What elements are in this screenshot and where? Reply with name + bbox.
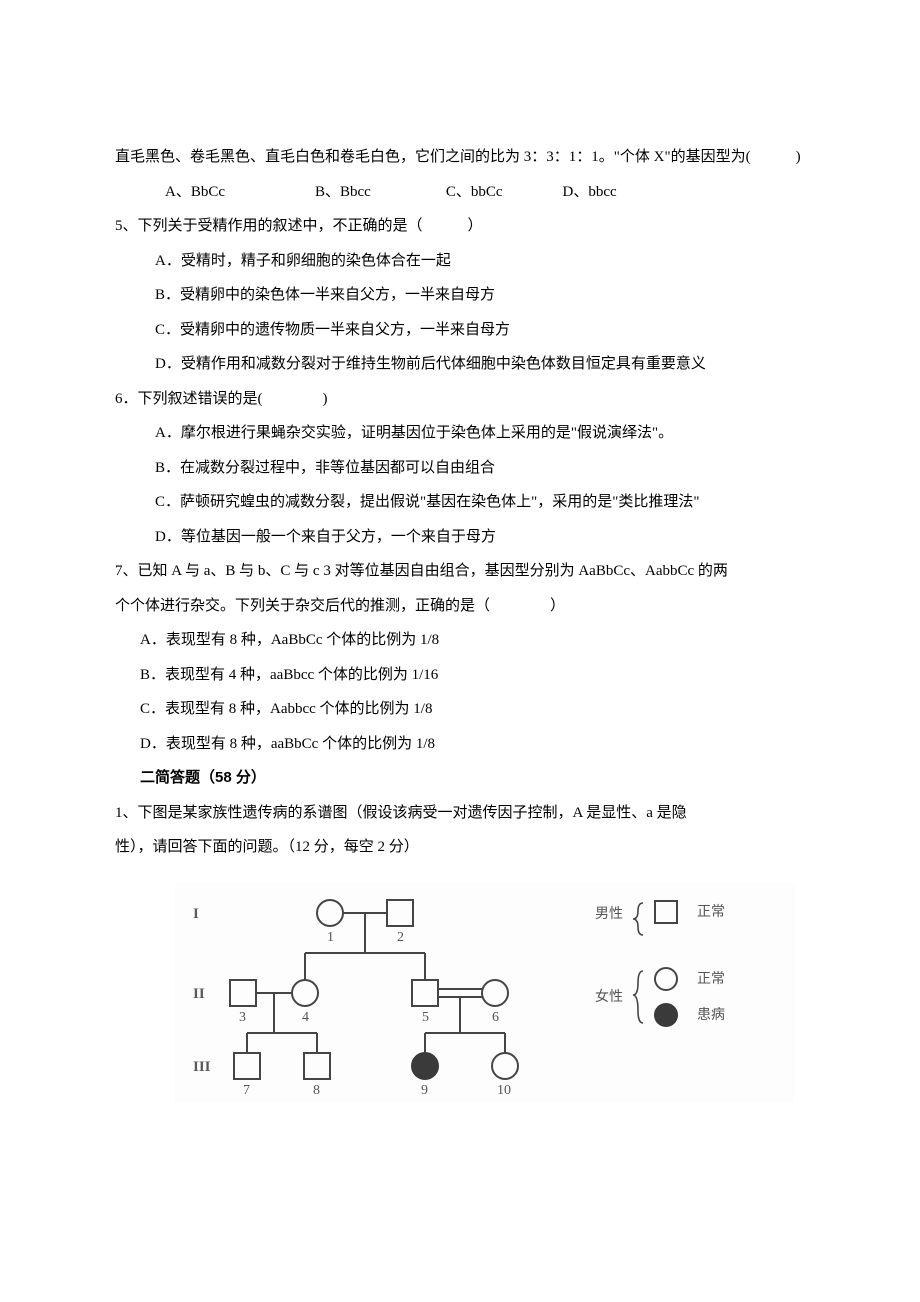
- section-2-header: 二简答题（58 分）: [115, 761, 805, 796]
- legend-affected: 患病: [697, 1007, 725, 1023]
- num-1: 1: [327, 930, 334, 945]
- pedigree-figure: I II III 1 2 3 4 5: [175, 883, 795, 1103]
- q5-option-a: A．受精时，精子和卵细胞的染色体合在一起: [115, 244, 805, 279]
- q7-option-d: D．表现型有 8 种，aaBbCc 个体的比例为 1/8: [115, 727, 805, 762]
- q4-continuation: 直毛黑色、卷毛黑色、直毛白色和卷毛白色，它们之间的比为 3：3：1：1。"个体 …: [115, 140, 805, 175]
- q7-stem-line2: 个个体进行杂交。下列关于杂交后代的推测，正确的是（ ）: [115, 589, 805, 624]
- legend-male-label: 男性: [595, 906, 623, 922]
- q6-option-a: A．摩尔根进行果蝇杂交实验，证明基因位于染色体上采用的是"假说演绎法"。: [115, 416, 805, 451]
- gen-label-3: III: [193, 1059, 211, 1075]
- num-7: 7: [243, 1083, 250, 1098]
- num-2: 2: [397, 930, 404, 945]
- q6-option-c: C．萨顿研究蝗虫的减数分裂，提出假说"基因在染色体上"，采用的是"类比推理法": [115, 485, 805, 520]
- problem1-line1: 1、下图是某家族性遗传病的系谱图（假设该病受一对遗传因子控制，A 是显性、a 是…: [115, 796, 805, 831]
- gen-label-2: II: [193, 986, 205, 1002]
- num-10: 10: [497, 1083, 511, 1098]
- num-9: 9: [421, 1083, 428, 1098]
- legend-normal-1: 正常: [697, 904, 725, 920]
- q5-stem: 5、下列关于受精作用的叙述中，不正确的是（ ）: [115, 209, 805, 244]
- q7-option-c: C．表现型有 8 种，Aabbcc 个体的比例为 1/8: [115, 692, 805, 727]
- node-iii-9: [412, 1053, 438, 1079]
- legend-filled-circle-icon: [655, 1004, 677, 1026]
- q7-option-a: A．表现型有 8 种，AaBbCc 个体的比例为 1/8: [115, 623, 805, 658]
- document-page: 直毛黑色、卷毛黑色、直毛白色和卷毛白色，它们之间的比为 3：3：1：1。"个体 …: [0, 0, 920, 1163]
- gen-label-1: I: [193, 906, 199, 922]
- legend-normal-2: 正常: [697, 971, 725, 987]
- q5-option-d: D．受精作用和减数分裂对于维持生物前后代体细胞中染色体数目恒定具有重要意义: [115, 347, 805, 382]
- legend-female-label: 女性: [595, 988, 623, 1005]
- pedigree-svg: I II III 1 2 3 4 5: [175, 883, 795, 1103]
- q5-option-c: C．受精卵中的遗传物质一半来自父方，一半来自母方: [115, 313, 805, 348]
- q6-option-b: B．在减数分裂过程中，非等位基因都可以自由组合: [115, 451, 805, 486]
- problem1-line2: 性），请回答下面的问题。（12 分，每空 2 分）: [115, 830, 805, 865]
- num-3: 3: [239, 1010, 246, 1025]
- num-5: 5: [422, 1010, 429, 1025]
- q6-stem: 6．下列叙述错误的是( ): [115, 382, 805, 417]
- q7-option-b: B．表现型有 4 种，aaBbcc 个体的比例为 1/16: [115, 658, 805, 693]
- num-8: 8: [313, 1083, 320, 1098]
- q7-stem-line1: 7、已知 A 与 a、B 与 b、C 与 c 3 对等位基因自由组合，基因型分别…: [115, 554, 805, 589]
- num-4: 4: [302, 1010, 309, 1025]
- num-6: 6: [492, 1010, 499, 1025]
- q5-option-b: B．受精卵中的染色体一半来自父方，一半来自母方: [115, 278, 805, 313]
- q6-option-d: D．等位基因一般一个来自于父方，一个来自于母方: [115, 520, 805, 555]
- q4-options: A、BbCc B、Bbcc C、bbCc D、bbcc: [115, 175, 805, 210]
